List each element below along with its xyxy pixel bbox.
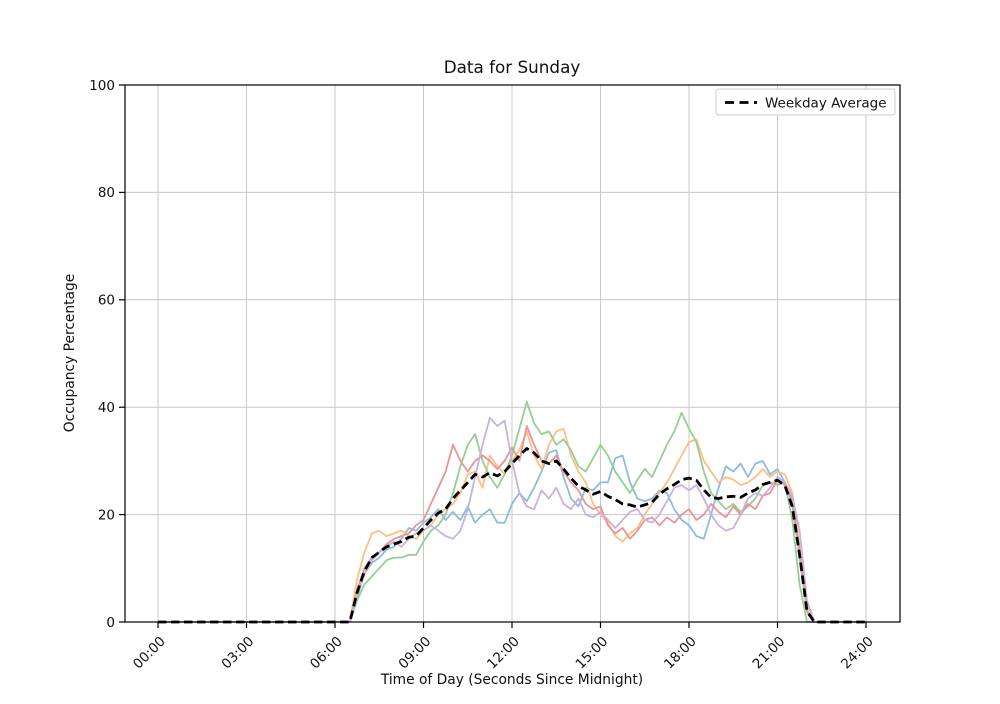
x-axis-label: Time of Day (Seconds Since Midnight) [380, 672, 643, 688]
x-tick-label: 12:00 [484, 634, 523, 673]
y-tick-label: 40 [98, 400, 115, 416]
x-tick-label: 03:00 [219, 634, 258, 673]
y-tick-label: 100 [89, 78, 115, 94]
y-tick-label: 80 [98, 185, 115, 201]
grid-lines [125, 84, 900, 623]
x-tick-label: 00:00 [130, 634, 169, 673]
y-tick-label: 60 [98, 293, 115, 309]
x-tick-label: 09:00 [396, 634, 435, 673]
y-tick-label: 20 [98, 507, 115, 523]
y-tick-label: 0 [106, 615, 115, 631]
legend-label: Weekday Average [765, 96, 887, 112]
x-tick-label: 06:00 [307, 634, 346, 673]
y-axis-label: Occupancy Percentage [62, 274, 78, 432]
tick-marks-and-labels: 00:00 03:00 06:00 09:00 12:00 15:00 18:00 21:00… [89, 78, 877, 673]
legend-box [715, 88, 896, 116]
x-tick-label: 21:00 [750, 634, 789, 673]
legend: Weekday Average [715, 88, 896, 116]
x-tick-label: 15:00 [573, 634, 612, 673]
x-tick-label: 24:00 [838, 634, 877, 673]
x-tick-label: 18:00 [661, 634, 700, 673]
chart-title: Data for Sunday [444, 57, 581, 77]
